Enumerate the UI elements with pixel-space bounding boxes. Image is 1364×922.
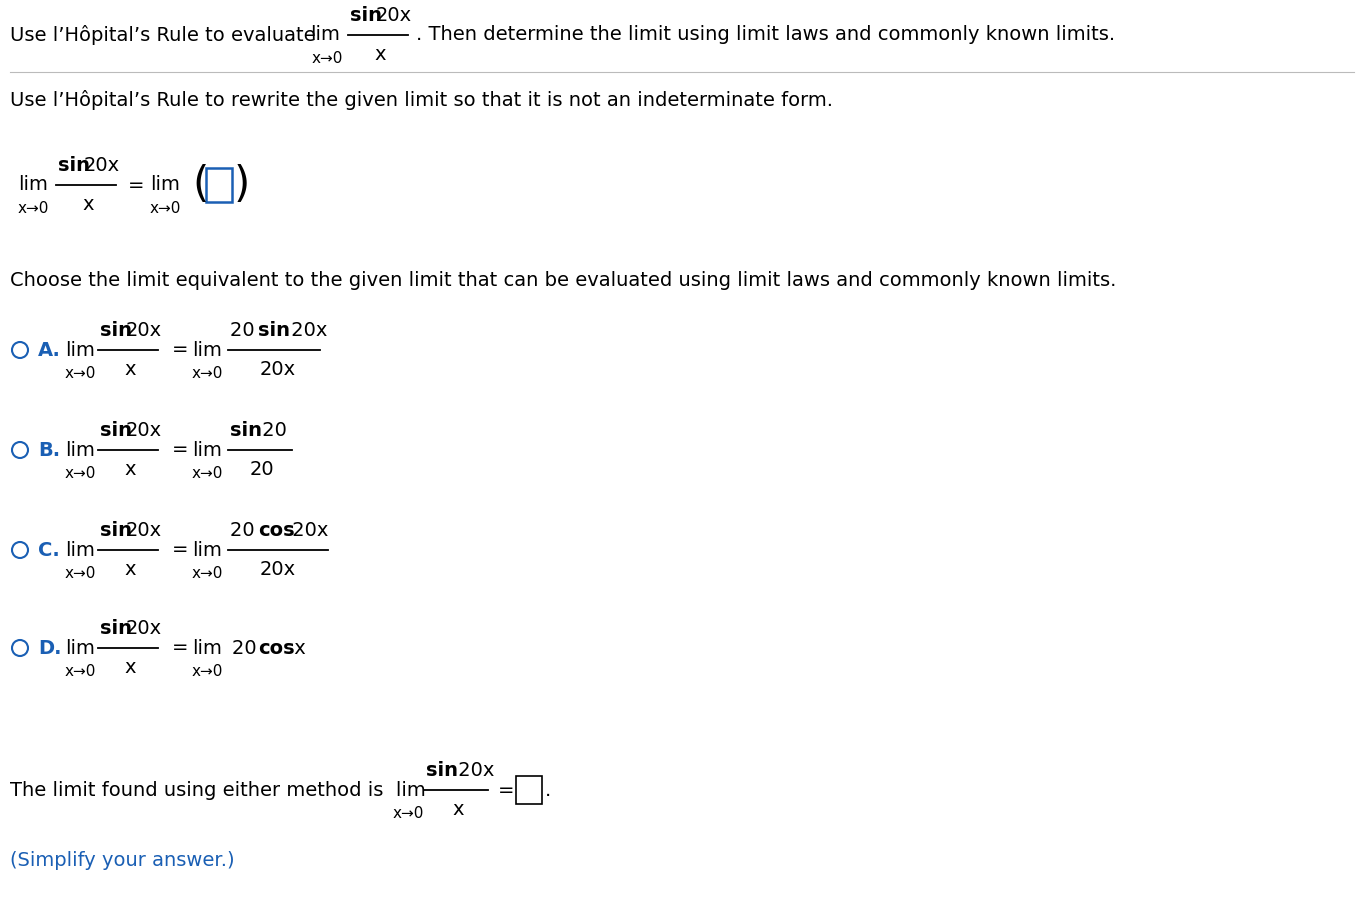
Text: 20: 20	[231, 321, 261, 340]
Text: x→0: x→0	[192, 664, 224, 679]
Text: x→0: x→0	[192, 366, 224, 381]
Text: 20x: 20x	[451, 761, 494, 780]
Text: sin: sin	[231, 421, 262, 440]
Text: 20: 20	[232, 639, 263, 657]
Text: 20x: 20x	[286, 521, 329, 540]
Text: 20x: 20x	[376, 6, 412, 25]
Text: Use l’Hôpital’s Rule to evaluate: Use l’Hôpital’s Rule to evaluate	[10, 25, 315, 45]
Text: cos: cos	[258, 639, 295, 657]
Text: x→0: x→0	[192, 466, 224, 481]
Text: (: (	[192, 164, 209, 206]
Text: =: =	[498, 781, 514, 799]
Text: 20x: 20x	[85, 156, 120, 175]
Text: lim: lim	[310, 26, 340, 44]
Text: 20x: 20x	[125, 421, 162, 440]
Text: x→0: x→0	[65, 664, 97, 679]
Text: x→0: x→0	[312, 51, 344, 66]
Text: (Simplify your answer.): (Simplify your answer.)	[10, 850, 235, 869]
Text: lim: lim	[150, 175, 180, 195]
Text: lim: lim	[192, 540, 222, 560]
Text: =: =	[172, 340, 188, 360]
Text: x→0: x→0	[65, 366, 97, 381]
Text: x: x	[288, 639, 306, 657]
Text: Use l’Hôpital’s Rule to rewrite the given limit so that it is not an indetermina: Use l’Hôpital’s Rule to rewrite the give…	[10, 90, 833, 110]
Text: 20x: 20x	[125, 619, 162, 638]
Text: 20x: 20x	[285, 321, 327, 340]
Text: 20: 20	[250, 460, 274, 479]
Text: ): )	[235, 164, 250, 206]
Text: x→0: x→0	[18, 201, 49, 216]
Text: x: x	[124, 360, 135, 379]
Text: x→0: x→0	[65, 466, 97, 481]
Text: sin: sin	[426, 761, 458, 780]
Text: 20: 20	[231, 521, 261, 540]
Text: x: x	[374, 45, 386, 64]
Text: . Then determine the limit using limit laws and commonly known limits.: . Then determine the limit using limit l…	[416, 26, 1116, 44]
Text: lim: lim	[65, 639, 95, 657]
Text: The limit found using either method is  lim: The limit found using either method is l…	[10, 781, 426, 799]
Text: Choose the limit equivalent to the given limit that can be evaluated using limit: Choose the limit equivalent to the given…	[10, 270, 1116, 290]
Text: x: x	[124, 560, 135, 579]
Text: lim: lim	[192, 340, 222, 360]
Text: sin: sin	[351, 6, 382, 25]
Text: D.: D.	[38, 639, 61, 657]
Text: x→0: x→0	[150, 201, 181, 216]
Text: lim: lim	[65, 340, 95, 360]
Text: sin: sin	[100, 421, 132, 440]
Text: lim: lim	[192, 441, 222, 459]
Text: sin: sin	[100, 619, 132, 638]
Text: lim: lim	[65, 441, 95, 459]
Text: lim: lim	[18, 175, 48, 195]
Text: .: .	[546, 781, 551, 799]
Text: x→0: x→0	[65, 566, 97, 581]
Text: 20: 20	[256, 421, 286, 440]
Text: B.: B.	[38, 441, 60, 459]
Text: cos: cos	[258, 521, 295, 540]
Text: A.: A.	[38, 340, 61, 360]
Text: 20x: 20x	[261, 560, 296, 579]
Text: x: x	[82, 195, 94, 214]
Text: x→0: x→0	[393, 806, 424, 821]
Text: 20x: 20x	[261, 360, 296, 379]
Text: 20x: 20x	[125, 321, 162, 340]
Text: lim: lim	[192, 639, 222, 657]
FancyBboxPatch shape	[206, 168, 232, 202]
Text: x: x	[124, 658, 135, 677]
Text: sin: sin	[100, 321, 132, 340]
Text: =: =	[172, 441, 188, 459]
Text: x: x	[124, 460, 135, 479]
Text: lim: lim	[65, 540, 95, 560]
FancyBboxPatch shape	[516, 776, 542, 804]
Text: x: x	[451, 800, 464, 819]
Text: =: =	[172, 540, 188, 560]
Text: sin: sin	[100, 521, 132, 540]
Text: =: =	[172, 639, 188, 657]
Text: =: =	[128, 175, 145, 195]
Text: x→0: x→0	[192, 566, 224, 581]
Text: sin: sin	[258, 321, 291, 340]
Text: C.: C.	[38, 540, 60, 560]
Text: 20x: 20x	[125, 521, 162, 540]
Text: sin: sin	[59, 156, 90, 175]
